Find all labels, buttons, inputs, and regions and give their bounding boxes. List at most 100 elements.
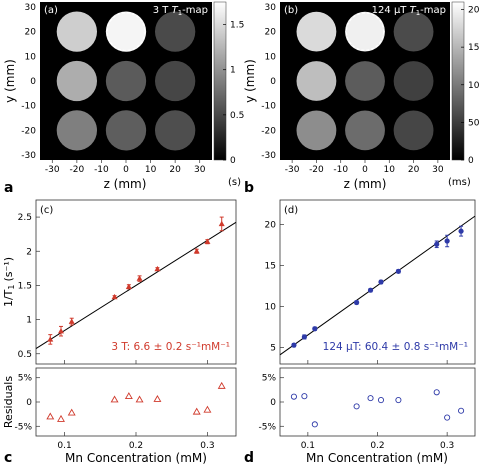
- x-tick-label: 0.2: [370, 441, 384, 451]
- t1-map-3t-panel: (a) 3 T T1-map -30 -20 -10 0 10 20 30 -30-20-1…: [3, 1, 244, 196]
- colorbar-unit: (s): [228, 177, 241, 188]
- y-tick-label: 0: [270, 77, 276, 87]
- residual-point: [67, 408, 76, 416]
- data-point: [68, 318, 75, 324]
- fit-label: 3 T: 6.6 ± 0.2 s⁻¹mM⁻¹: [111, 341, 230, 353]
- vial-mark: [296, 11, 337, 52]
- colorbar-tick-label: 200: [468, 6, 480, 16]
- y-tick-label: 2.5: [18, 213, 32, 223]
- residual-point: [433, 389, 440, 396]
- x-tick-label: -30: [45, 165, 60, 175]
- x-axis-label: Mn Concentration (mM): [306, 451, 448, 465]
- residual-point: [124, 392, 133, 400]
- panel-label: (c): [40, 205, 53, 216]
- y-tick-label: 10: [25, 52, 37, 62]
- map-title: 124 μT T1-map: [372, 5, 446, 17]
- residual-point: [290, 393, 297, 400]
- fit-line: [279, 215, 476, 356]
- data-point: [367, 287, 374, 293]
- vial-mark: [105, 60, 147, 102]
- x-tick-label: 0.1: [57, 441, 71, 451]
- y-axis-label: 1/T1(s⁻¹): [2, 257, 16, 307]
- data-point: [58, 328, 64, 334]
- x-axis-label: z (mm): [104, 177, 147, 191]
- residual-point: [377, 397, 385, 404]
- data-point: [193, 248, 200, 254]
- x-tick-label: 30: [432, 165, 444, 175]
- y-tick-label: 1.5: [18, 281, 32, 291]
- relaxation-rate-3t-panel: 0.5 1 1.5 2 2.5 5% 0 -5% 0.1 0.2 0.3 (c) 3 T: 6.6 …: [2, 199, 237, 465]
- relaxation-rate-124ut-panel: 5 10 15 20 5% 0 -5% 0.1 0.2 0.3 (d) 124 μT: 60.4 …: [244, 199, 476, 465]
- vial-mark: [345, 110, 385, 151]
- x-tick-label: 0.3: [200, 441, 214, 451]
- x-tick-label: 0.2: [129, 441, 143, 451]
- vial-mark: [56, 11, 98, 52]
- residual-y-tick-label: 0: [270, 398, 276, 408]
- vial-mark: [56, 110, 98, 151]
- y-tick-label: 10: [265, 303, 277, 313]
- residual-point: [444, 414, 451, 421]
- y-tick-label: -30: [261, 151, 276, 161]
- residual-y-tick-label: 5%: [18, 374, 33, 384]
- residual-point: [192, 407, 201, 415]
- vial-mark: [393, 110, 434, 151]
- y-tick-label: 30: [25, 3, 37, 13]
- x-tick-label: 20: [169, 165, 181, 175]
- residual-y-tick-label: 5%: [262, 374, 277, 384]
- colorbar: [451, 1, 465, 161]
- y-tick-label: 1: [26, 316, 32, 326]
- colorbar-tick-label: 1.5: [230, 21, 244, 31]
- x-tick-label: 20: [408, 165, 420, 175]
- x-tick-label: -10: [94, 165, 109, 175]
- y-tick-label: 20: [265, 221, 277, 231]
- y-tick-label: 30: [265, 3, 277, 13]
- x-tick-label: 0: [362, 165, 368, 175]
- colorbar-tick-label: 0: [468, 156, 474, 166]
- residual-point: [110, 395, 119, 403]
- y-tick-label: 0: [30, 77, 36, 87]
- vial-mark: [105, 11, 147, 52]
- y-tick-label: 20: [265, 28, 277, 38]
- data-point: [301, 334, 307, 340]
- data-point: [291, 342, 297, 348]
- figure-label-b: b: [244, 180, 254, 196]
- residual-point: [217, 381, 226, 389]
- residual-point: [458, 407, 465, 414]
- x-tick-label: 10: [145, 165, 157, 175]
- colorbar-tick-label: 150: [468, 43, 480, 53]
- y-tick-labels: -30 -20 -10 0 10 20 30: [21, 3, 36, 161]
- x-tick-label: 0.3: [440, 441, 454, 451]
- y-tick-label: 10: [265, 52, 277, 62]
- y-tick-label: -30: [21, 151, 36, 161]
- vial-mark: [105, 110, 147, 151]
- vial-mark: [296, 61, 337, 101]
- data-point: [204, 238, 211, 244]
- colorbar-ticks: 0 0.5 1 1.5: [223, 21, 244, 166]
- colorbar-tick-label: 100: [468, 81, 480, 91]
- y-axis-label: y (mm): [3, 59, 17, 103]
- colorbar: [213, 1, 227, 161]
- vial-mark: [154, 11, 196, 52]
- x-tick-label: -20: [309, 165, 324, 175]
- data-series: [279, 215, 476, 356]
- residual-y-tick-label: 0: [26, 398, 32, 408]
- y-tick-label: 2: [26, 247, 32, 257]
- data-point: [47, 336, 54, 342]
- residual-point: [353, 403, 360, 410]
- x-tick-label: 10: [384, 165, 396, 175]
- residual-point: [311, 421, 318, 428]
- colorbar-tick-label: 0.5: [230, 111, 244, 121]
- data-point: [312, 326, 318, 332]
- vial-mark: [154, 60, 196, 102]
- x-tick-label: 0.1: [301, 441, 315, 451]
- residuals-axis-label: Residuals: [2, 376, 15, 428]
- x-tick-label: 0: [123, 165, 129, 175]
- data-point: [354, 299, 360, 306]
- x-tick-label: 30: [194, 165, 206, 175]
- y-tick-label: -20: [21, 126, 36, 136]
- vial-mark: [154, 110, 196, 151]
- plot-frame: [35, 199, 237, 365]
- x-tick-label: -10: [333, 165, 348, 175]
- vial-mark: [56, 60, 98, 102]
- data-point: [136, 275, 143, 281]
